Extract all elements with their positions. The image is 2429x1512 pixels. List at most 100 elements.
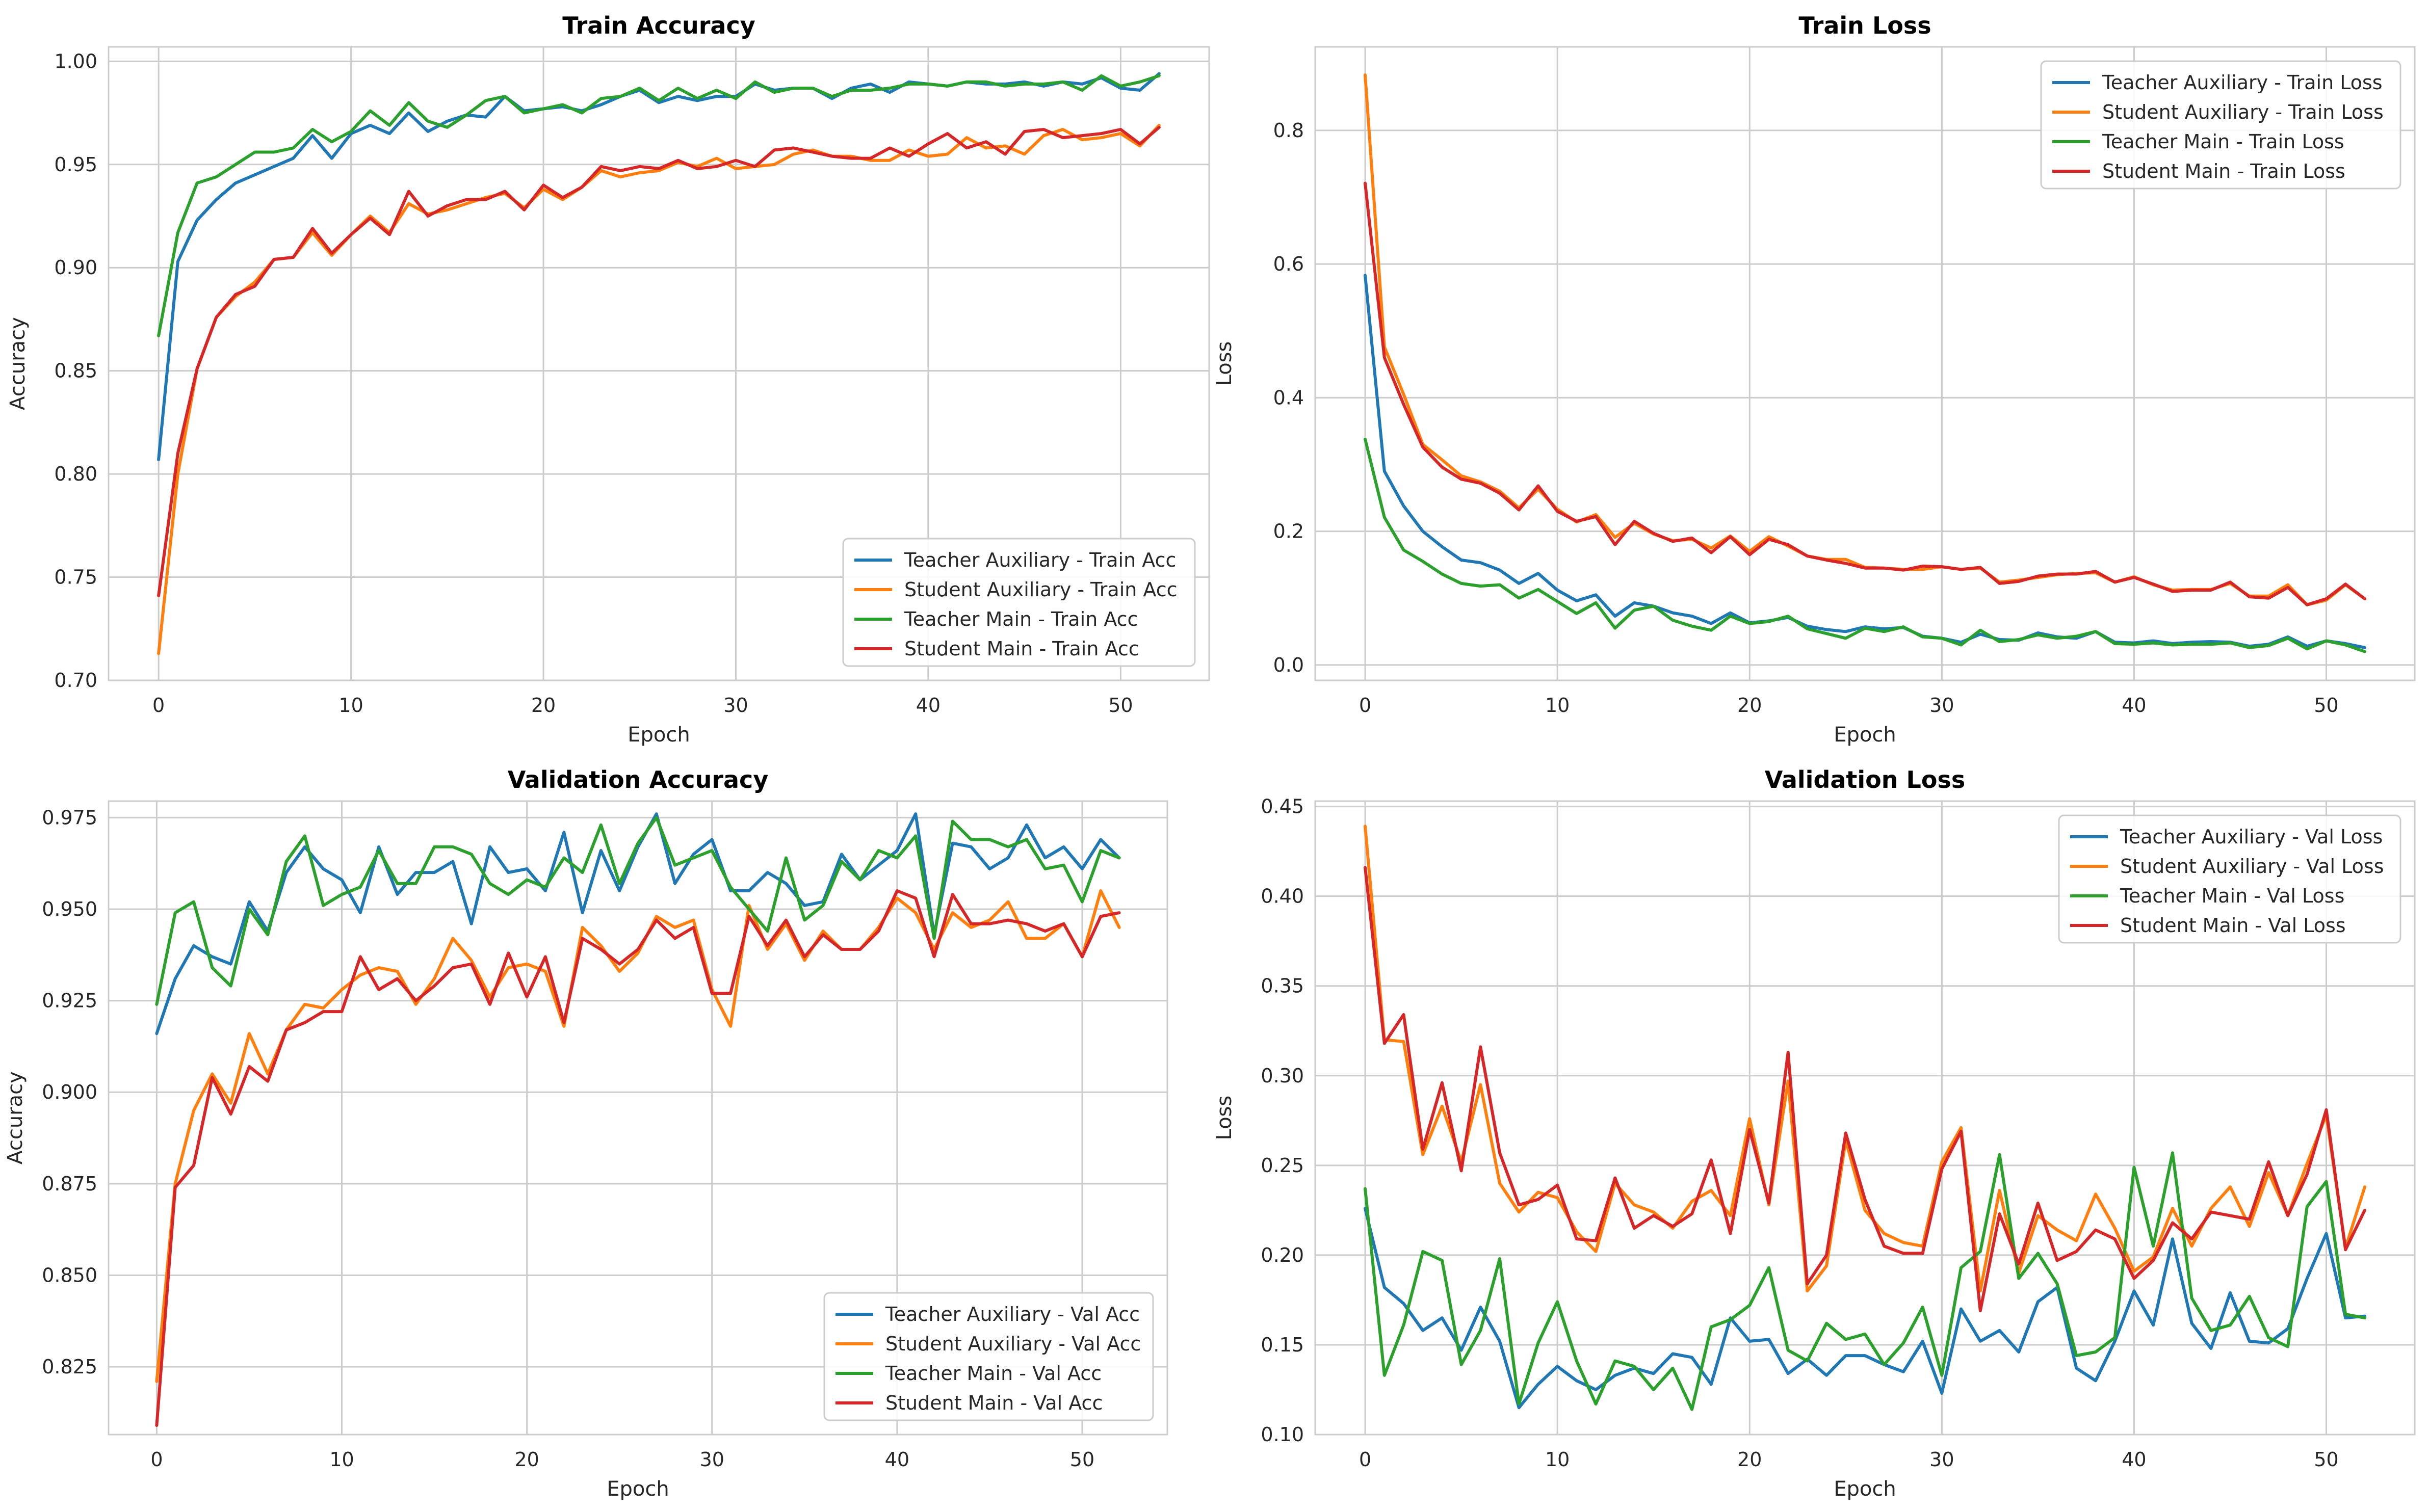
y-tick-label: 0.30 [1261, 1065, 1304, 1087]
y-tick-label: 0.35 [1261, 975, 1304, 997]
legend-label: Teacher Main - Val Loss [2120, 885, 2344, 907]
x-tick-label: 0 [1359, 694, 1371, 717]
legend: Teacher Auxiliary - Train Acc Student Aux… [842, 538, 1196, 667]
x-tick-label: 0 [1359, 1448, 1371, 1471]
legend: Teacher Auxiliary - Val Loss Student Auxi… [2058, 814, 2401, 944]
x-tick-label: 10 [338, 694, 363, 717]
y-tick-label: 0.825 [42, 1356, 97, 1378]
y-axis-label: Accuracy [6, 317, 30, 410]
x-tick-label: 20 [514, 1448, 539, 1471]
legend-label: Student Auxiliary - Val Loss [2120, 855, 2384, 878]
y-tick-label: 1.00 [54, 50, 97, 72]
legend: Teacher Auxiliary - Train Loss Student Au… [2040, 60, 2401, 190]
x-axis-label: Epoch [1834, 723, 1896, 747]
y-axis-label: Accuracy [4, 1071, 27, 1164]
y-tick-label: 0.25 [1261, 1154, 1304, 1177]
subplot-2: 0 10 20 30 40 50 0.825 0.850 0.875 0.900 0.925 0.95… [4, 766, 1168, 1501]
chart-title: Train Accuracy [562, 12, 755, 39]
series-line-0 [1364, 1207, 2366, 1410]
series-line-3 [155, 889, 1121, 1427]
y-tick-label: 0.90 [54, 256, 97, 279]
y-tick-label: 0.10 [1261, 1423, 1304, 1446]
legend-label: Student Auxiliary - Train Loss [2102, 101, 2384, 123]
y-axis-label: Loss [1213, 341, 1236, 386]
legend-label: Student Auxiliary - Train Acc [904, 578, 1178, 601]
x-tick-label: 20 [531, 694, 556, 717]
series-line-2 [1364, 1151, 2366, 1411]
axes-frame [108, 800, 1168, 1436]
x-tick-label: 40 [916, 694, 941, 717]
x-tick-label: 10 [1545, 1448, 1570, 1471]
legend-label: Teacher Auxiliary - Val Loss [2120, 826, 2383, 848]
x-tick-label: 50 [1108, 694, 1133, 717]
chart-title: Validation Accuracy [508, 766, 769, 793]
chart-title: Validation Loss [1765, 766, 1965, 793]
legend-box [823, 1292, 1154, 1421]
legend-label: Teacher Auxiliary - Train Acc [904, 549, 1176, 571]
x-tick-label: 10 [1545, 694, 1570, 717]
chart-title: Train Loss [1798, 12, 1931, 39]
y-tick-label: 0.875 [42, 1173, 97, 1195]
series-line-3 [1364, 866, 2366, 1312]
x-tick-label: 20 [1737, 1448, 1762, 1471]
x-tick-label: 50 [2314, 694, 2338, 717]
x-axis-label: Epoch [1834, 1477, 1896, 1501]
x-tick-label: 30 [1929, 694, 1954, 717]
x-tick-label: 40 [885, 1448, 909, 1471]
legend-label: Student Main - Val Acc [885, 1392, 1103, 1414]
x-tick-label: 30 [1929, 1448, 1954, 1471]
x-tick-label: 20 [1737, 694, 1762, 717]
x-tick-label: 50 [1070, 1448, 1094, 1471]
legend-label: Student Auxiliary - Val Acc [885, 1333, 1141, 1355]
y-tick-label: 0.850 [42, 1264, 97, 1286]
legend-label: Teacher Auxiliary - Train Loss [2102, 71, 2383, 94]
x-tick-label: 40 [2122, 694, 2146, 717]
y-tick-label: 0.2 [1273, 520, 1304, 543]
series-line-2 [155, 816, 1121, 1006]
y-tick-label: 0.4 [1273, 386, 1304, 409]
legend-label: Student Main - Val Loss [2120, 914, 2346, 937]
y-tick-label: 0.925 [42, 990, 97, 1012]
legend-box [842, 538, 1196, 667]
y-tick-label: 0.975 [42, 806, 97, 829]
axes-frame [1314, 800, 2416, 1436]
series-line-2 [1364, 437, 2366, 653]
subplot-0: 0 10 20 30 40 50 0.70 0.75 0.80 0.85 0.90 0.95 1.00 T… [6, 12, 1210, 747]
series-line-1 [1364, 825, 2366, 1293]
x-tick-label: 10 [329, 1448, 354, 1471]
x-tick-label: 40 [2122, 1448, 2146, 1471]
axes-frame [108, 46, 1210, 681]
y-tick-label: 0.950 [42, 898, 97, 920]
y-tick-label: 0.70 [54, 669, 97, 692]
x-axis-label: Epoch [628, 723, 690, 747]
y-tick-label: 0.85 [54, 360, 97, 382]
legend-label: Teacher Main - Train Acc [904, 608, 1138, 630]
y-tick-label: 0.15 [1261, 1334, 1304, 1356]
y-tick-label: 0.75 [54, 566, 97, 589]
series-line-2 [157, 74, 1161, 337]
series-line-3 [157, 125, 1161, 597]
axes-frame [1314, 46, 2416, 681]
y-tick-label: 0.40 [1261, 885, 1304, 908]
legend: Teacher Auxiliary - Val Acc Student Auxil… [823, 1292, 1154, 1421]
legend-label: Student Main - Train Loss [2102, 160, 2345, 182]
y-tick-label: 0.20 [1261, 1244, 1304, 1266]
series-line-3 [1364, 181, 2366, 606]
subplot-1: 0 10 20 30 40 50 0.0 0.2 0.4 0.6 0.8 Train Loss Epoc… [1213, 12, 2416, 747]
y-tick-label: 0.80 [54, 463, 97, 485]
y-axis-label: Loss [1213, 1096, 1236, 1140]
x-tick-label: 0 [152, 694, 165, 717]
y-tick-label: 0.900 [42, 1081, 97, 1103]
x-tick-label: 30 [700, 1448, 724, 1471]
y-tick-label: 0.95 [54, 153, 97, 176]
y-tick-label: 0.6 [1273, 253, 1304, 275]
legend-label: Teacher Main - Train Loss [2102, 130, 2344, 153]
legend-box [2040, 60, 2401, 190]
legend-label: Student Main - Train Acc [904, 638, 1139, 660]
series-line-1 [155, 889, 1121, 1383]
legend-box [2058, 814, 2401, 944]
legend-label: Teacher Main - Val Acc [885, 1362, 1102, 1385]
x-tick-label: 50 [2314, 1448, 2338, 1471]
